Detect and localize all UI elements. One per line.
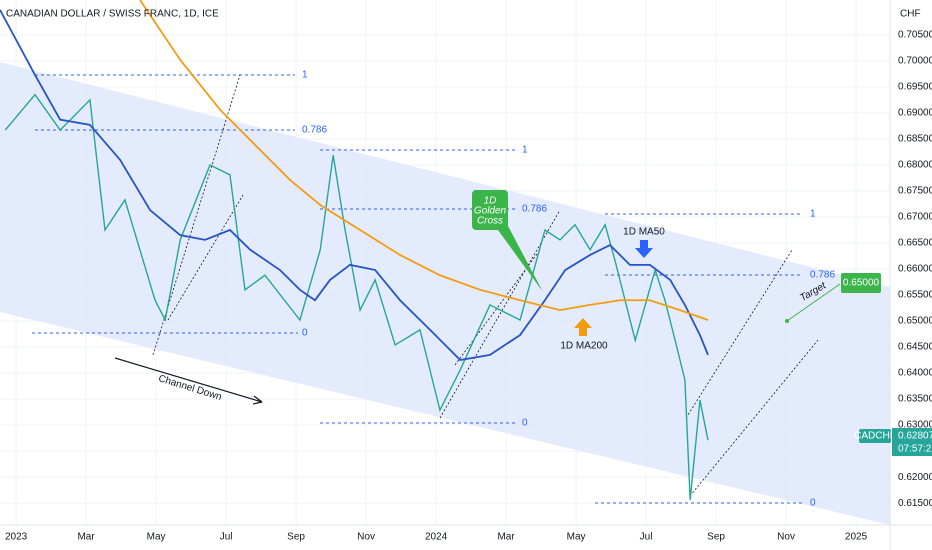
fib-label: 1 (810, 209, 816, 220)
trend-line (167, 194, 244, 321)
y-tick-label: 0.68500 (898, 134, 932, 145)
y-tick-label: 0.63500 (898, 394, 932, 405)
y-tick-label: 0.65500 (898, 290, 932, 301)
price-line (139, 0, 709, 321)
x-tick-label: Nov (777, 532, 795, 543)
y-tick-label: 0.61500 (898, 498, 932, 509)
ma200-label: 1D MA200 (560, 341, 608, 352)
ma50-arrow (635, 240, 653, 258)
chart-title: CANADIAN DOLLAR / SWISS FRANC, 1D, ICE (6, 9, 219, 20)
y-tick-label: 0.68000 (898, 160, 932, 171)
fib-label: 0.786 (522, 204, 547, 215)
x-tick-label: Nov (357, 532, 375, 543)
x-tick-label: Sep (287, 532, 305, 543)
x-tick-label: Mar (77, 532, 95, 543)
x-tick-label: 2025 (845, 532, 868, 543)
fib-label: 0 (302, 328, 308, 339)
target-dot (785, 319, 789, 323)
ma200-arrow (574, 318, 592, 336)
y-tick-label: 0.70500 (898, 30, 932, 41)
x-tick-label: May (567, 532, 586, 543)
y-tick-label: 0.67500 (898, 186, 932, 197)
trend-line (689, 339, 819, 497)
golden-cross-label: Golden (474, 206, 507, 217)
countdown: 07:57:22 (898, 444, 932, 455)
x-tick-label: Mar (497, 532, 515, 543)
target-tag-label: 0.65000 (843, 278, 880, 289)
fib-label: 0 (810, 498, 816, 509)
trend-line (439, 209, 561, 419)
x-tick-label: Jul (640, 532, 653, 543)
axis-labels: 0.615000.620000.625000.630000.635000.640… (5, 30, 932, 543)
fib-levels: 1 0.786 0 1 0.786 0 1 0.786 0 (32, 70, 835, 509)
y-tick-label: 0.62000 (898, 472, 932, 483)
x-tick-label: 2024 (425, 532, 448, 543)
fib-label: 1 (522, 145, 528, 156)
target-tag (841, 273, 881, 293)
symbol-tag-label: CADCHF (854, 431, 896, 442)
channel (0, 62, 890, 525)
y-tick-label: 0.65000 (898, 316, 932, 327)
fib-label: 0.786 (810, 270, 835, 281)
arrow-head (252, 395, 263, 405)
y-tick-label: 0.70000 (898, 56, 932, 67)
currency: CHF (900, 9, 921, 20)
y-tick-label: 0.63000 (898, 420, 932, 431)
ma50-label: 1D MA50 (623, 227, 665, 238)
y-tick-label: 0.66500 (898, 238, 932, 249)
series (0, 0, 709, 501)
price-line (0, 9, 709, 362)
trend-line (685, 249, 793, 419)
fib-label: 1 (302, 70, 308, 81)
fib-label: 0.786 (302, 125, 327, 136)
y-tick-label: 0.64500 (898, 342, 932, 353)
channel-arrow (114, 357, 263, 403)
y-tick-label: 0.66000 (898, 264, 932, 275)
price-tag (892, 428, 932, 456)
fib-label: 0 (522, 418, 528, 429)
golden-cross-callout (472, 190, 543, 292)
y-tick-label: 0.69500 (898, 82, 932, 93)
golden-cross-label: Cross (477, 216, 503, 227)
y-tick-label: 0.67000 (898, 212, 932, 223)
x-tick-label: 2023 (5, 532, 28, 543)
price-tag-label: 0.62807 (898, 431, 932, 442)
y-tick-label: 0.69000 (898, 108, 932, 119)
x-tick-label: Jul (220, 532, 233, 543)
symbol-tag (859, 429, 891, 443)
x-tick-label: May (147, 532, 166, 543)
y-tick-label: 0.64000 (898, 368, 932, 379)
golden-cross-label: 1D (484, 196, 497, 207)
x-tick-label: Sep (707, 532, 725, 543)
price-line (4, 93, 709, 501)
target-line (786, 283, 841, 322)
